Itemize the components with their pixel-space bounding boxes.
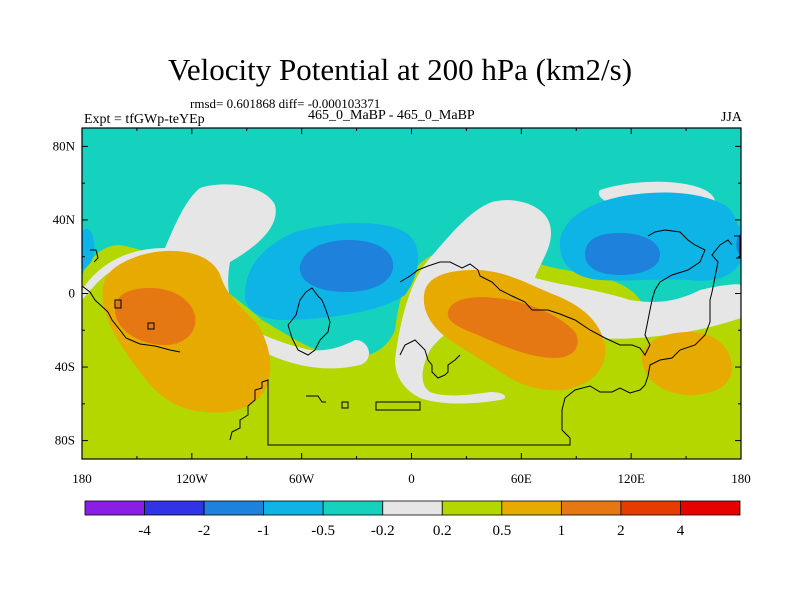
colorbar-swatch bbox=[620, 500, 681, 516]
lat-label: 80S bbox=[55, 433, 75, 448]
coastline-dateline-east bbox=[734, 235, 741, 259]
axis-ticks bbox=[81, 128, 742, 459]
lon-label: 60W bbox=[289, 471, 315, 486]
field-neutral-west bbox=[82, 184, 370, 369]
lon-label: 180 bbox=[731, 471, 751, 486]
lat-label: 40S bbox=[55, 359, 75, 374]
lat-label: 40N bbox=[53, 212, 76, 227]
colorbar bbox=[84, 500, 741, 516]
field-neg-central-pacific-core bbox=[299, 240, 394, 292]
field-pos-western-pacific bbox=[641, 332, 732, 395]
coastline-island-2 bbox=[375, 401, 421, 411]
coastline-south-america bbox=[81, 285, 181, 353]
colorbar-swatch bbox=[84, 500, 145, 516]
colorbar-label: 2 bbox=[617, 523, 625, 539]
field-pos-east-pacific-core bbox=[115, 288, 196, 345]
colorbar-label: -4 bbox=[138, 523, 151, 539]
colorbar-swatch bbox=[382, 500, 443, 516]
field-neg-dateline-west bbox=[82, 228, 95, 270]
colorbar-swatch bbox=[680, 500, 741, 516]
colorbar-swatch bbox=[441, 500, 503, 516]
lat-label: 80N bbox=[53, 138, 76, 153]
colorbar-label: -2 bbox=[198, 523, 211, 539]
colorbar-label: 0.2 bbox=[433, 523, 452, 539]
experiment-label: Expt = tfGWp-teYEp bbox=[84, 112, 205, 127]
colorbar-swatch bbox=[501, 500, 562, 516]
lon-axis-labels: 180 120W 60W 0 60E 120E 180 bbox=[72, 471, 751, 486]
coastline-africa bbox=[399, 339, 461, 379]
colorbar-labels: -4 -2 -1 -0.5 -0.2 0.2 0.5 1 2 4 bbox=[138, 523, 684, 539]
colorbar-swatch bbox=[322, 500, 384, 516]
lat-axis-labels: 80N 40N 0 40S 80S bbox=[53, 138, 76, 447]
colorbar-label: -0.5 bbox=[311, 523, 335, 539]
field-neg-west-pacific-core bbox=[585, 233, 660, 275]
coastline-north-america bbox=[287, 287, 331, 356]
colorbar-swatch bbox=[560, 500, 622, 516]
case-label: 465_0_MaBP - 465_0_MaBP bbox=[308, 108, 475, 123]
coastline-island-5 bbox=[114, 299, 122, 309]
coastline-island-3 bbox=[306, 395, 326, 403]
colorbar-label: -1 bbox=[257, 523, 270, 539]
coastlines bbox=[81, 229, 741, 446]
coastline-eurasia bbox=[399, 229, 706, 356]
lat-label: 0 bbox=[69, 286, 76, 301]
colorbar-swatch bbox=[203, 500, 265, 516]
plot-title: Velocity Potential at 200 hPa (km2/s) bbox=[167, 52, 633, 87]
season-label: JJA bbox=[720, 110, 742, 125]
colorbar-swatch bbox=[263, 500, 324, 516]
coastline-antarctica bbox=[229, 239, 733, 446]
field-pos-africa-india-core bbox=[447, 297, 578, 358]
colorbar-swatch bbox=[144, 500, 205, 516]
coastline-island-1 bbox=[341, 401, 349, 409]
colorbar-label: 1 bbox=[558, 523, 566, 539]
coastline-island-4 bbox=[147, 322, 155, 330]
lon-label: 0 bbox=[408, 471, 415, 486]
colorbar-label: -0.2 bbox=[371, 523, 395, 539]
lon-label: 120E bbox=[617, 471, 645, 486]
coastline-dateline-west bbox=[90, 249, 99, 263]
colorbar-label: 4 bbox=[677, 523, 685, 539]
lon-label: 60E bbox=[511, 471, 532, 486]
colorbar-label: 0.5 bbox=[492, 523, 511, 539]
rmsd-diff-stats: rmsd= 0.601868 diff= -0.000103371 bbox=[190, 96, 381, 111]
lon-label: 180 bbox=[72, 471, 92, 486]
contour-field bbox=[82, 128, 741, 459]
lon-label: 120W bbox=[176, 471, 209, 486]
